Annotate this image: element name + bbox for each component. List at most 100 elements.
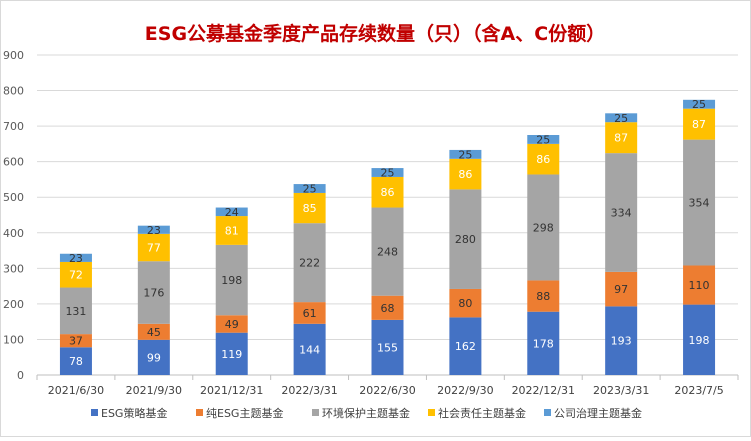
legend-label: 纯ESG主题基金	[206, 406, 283, 420]
x-tick-label: 2022/12/31	[512, 384, 575, 397]
bar-segment	[683, 139, 716, 266]
data-label: 88	[536, 290, 550, 303]
bar-segment	[59, 261, 92, 288]
x-tick-label: 2022/3/31	[281, 384, 337, 397]
x-tick-label: 2022/6/30	[359, 384, 415, 397]
data-label: 176	[143, 287, 164, 300]
data-label: 87	[692, 118, 706, 131]
x-tick-label: 2023/7/5	[674, 384, 723, 397]
data-label: 72	[69, 269, 83, 282]
data-label: 81	[225, 224, 239, 237]
data-label: 86	[458, 168, 472, 181]
y-tick-label: 200	[3, 298, 24, 311]
data-label: 78	[69, 355, 83, 368]
bar-segment	[293, 323, 326, 375]
bar-segment	[449, 317, 482, 375]
bar-segment	[137, 323, 170, 340]
x-tick-label: 2022/9/30	[437, 384, 493, 397]
y-tick-label: 900	[3, 49, 24, 62]
bar-segment	[605, 113, 638, 123]
data-label: 25	[536, 133, 550, 146]
data-label: 198	[221, 274, 242, 287]
bar-segment	[683, 108, 716, 140]
data-label: 86	[536, 153, 550, 166]
bar-segment	[527, 280, 560, 312]
x-tick-label: 2021/12/31	[200, 384, 263, 397]
x-tick-label: 2021/9/30	[126, 384, 182, 397]
x-tick-label: 2021/6/30	[48, 384, 104, 397]
data-label: 298	[533, 221, 554, 234]
y-tick-label: 100	[3, 333, 24, 346]
y-tick-label: 800	[3, 85, 24, 98]
legend-swatch	[91, 409, 98, 416]
bar-segment	[527, 135, 560, 144]
bar-segment	[137, 225, 170, 234]
data-label: 25	[381, 167, 395, 180]
legend-swatch	[428, 409, 435, 416]
bar-segment	[371, 207, 404, 296]
y-tick-label: 500	[3, 191, 24, 204]
data-label: 131	[65, 305, 86, 318]
data-label: 162	[455, 340, 476, 353]
data-label: 80	[458, 297, 472, 310]
data-label: 37	[69, 335, 83, 348]
data-label: 155	[377, 341, 398, 354]
bar-segment	[137, 261, 170, 324]
bar-segment	[371, 176, 404, 208]
legend-label: ESG策略基金	[101, 406, 167, 420]
bar-segment	[215, 216, 248, 245]
legend-swatch	[196, 409, 203, 416]
legend-label: 环境保护主题基金	[322, 406, 410, 420]
bar-segment	[293, 192, 326, 224]
data-label: 110	[689, 279, 710, 292]
data-label: 248	[377, 246, 398, 259]
bar-segment	[683, 99, 716, 109]
bar-segment	[59, 334, 92, 348]
data-label: 85	[303, 202, 317, 215]
bar-segment	[605, 153, 638, 272]
y-tick-label: 300	[3, 262, 24, 275]
data-label: 144	[299, 343, 320, 356]
data-label: 23	[69, 252, 83, 265]
bar-segment	[215, 332, 248, 375]
data-label: 25	[303, 183, 317, 196]
bar-segment	[605, 306, 638, 375]
data-label: 23	[147, 224, 161, 237]
bar-segment	[449, 288, 482, 318]
bar-segment	[59, 347, 92, 375]
bar-segment	[371, 168, 404, 177]
bar-segment	[527, 174, 560, 281]
bar-segment	[293, 223, 326, 303]
y-tick-label: 0	[17, 369, 24, 382]
data-label: 178	[533, 337, 554, 350]
bar-segment	[293, 302, 326, 324]
bar-segment	[215, 244, 248, 316]
bar-segment	[449, 149, 482, 159]
bar-segment	[683, 304, 716, 375]
y-tick-label: 400	[3, 227, 24, 240]
y-tick-label: 600	[3, 156, 24, 169]
bar-segment	[371, 319, 404, 375]
data-label: 25	[458, 148, 472, 161]
data-label: 68	[381, 302, 395, 315]
data-label: 119	[221, 348, 242, 361]
bar-segment	[59, 287, 92, 335]
data-label: 354	[689, 197, 710, 210]
data-label: 198	[689, 334, 710, 347]
data-label: 45	[147, 326, 161, 339]
data-label: 87	[614, 132, 628, 145]
data-label: 86	[381, 186, 395, 199]
bar-segment	[449, 158, 482, 190]
data-label: 25	[614, 112, 628, 125]
data-label: 280	[455, 233, 476, 246]
data-label: 77	[147, 242, 161, 255]
bar-segment	[371, 295, 404, 320]
data-label: 24	[225, 206, 239, 219]
bar-segment	[215, 207, 248, 217]
bar-segment	[59, 253, 92, 262]
data-label: 222	[299, 257, 320, 270]
data-label: 97	[614, 283, 628, 296]
